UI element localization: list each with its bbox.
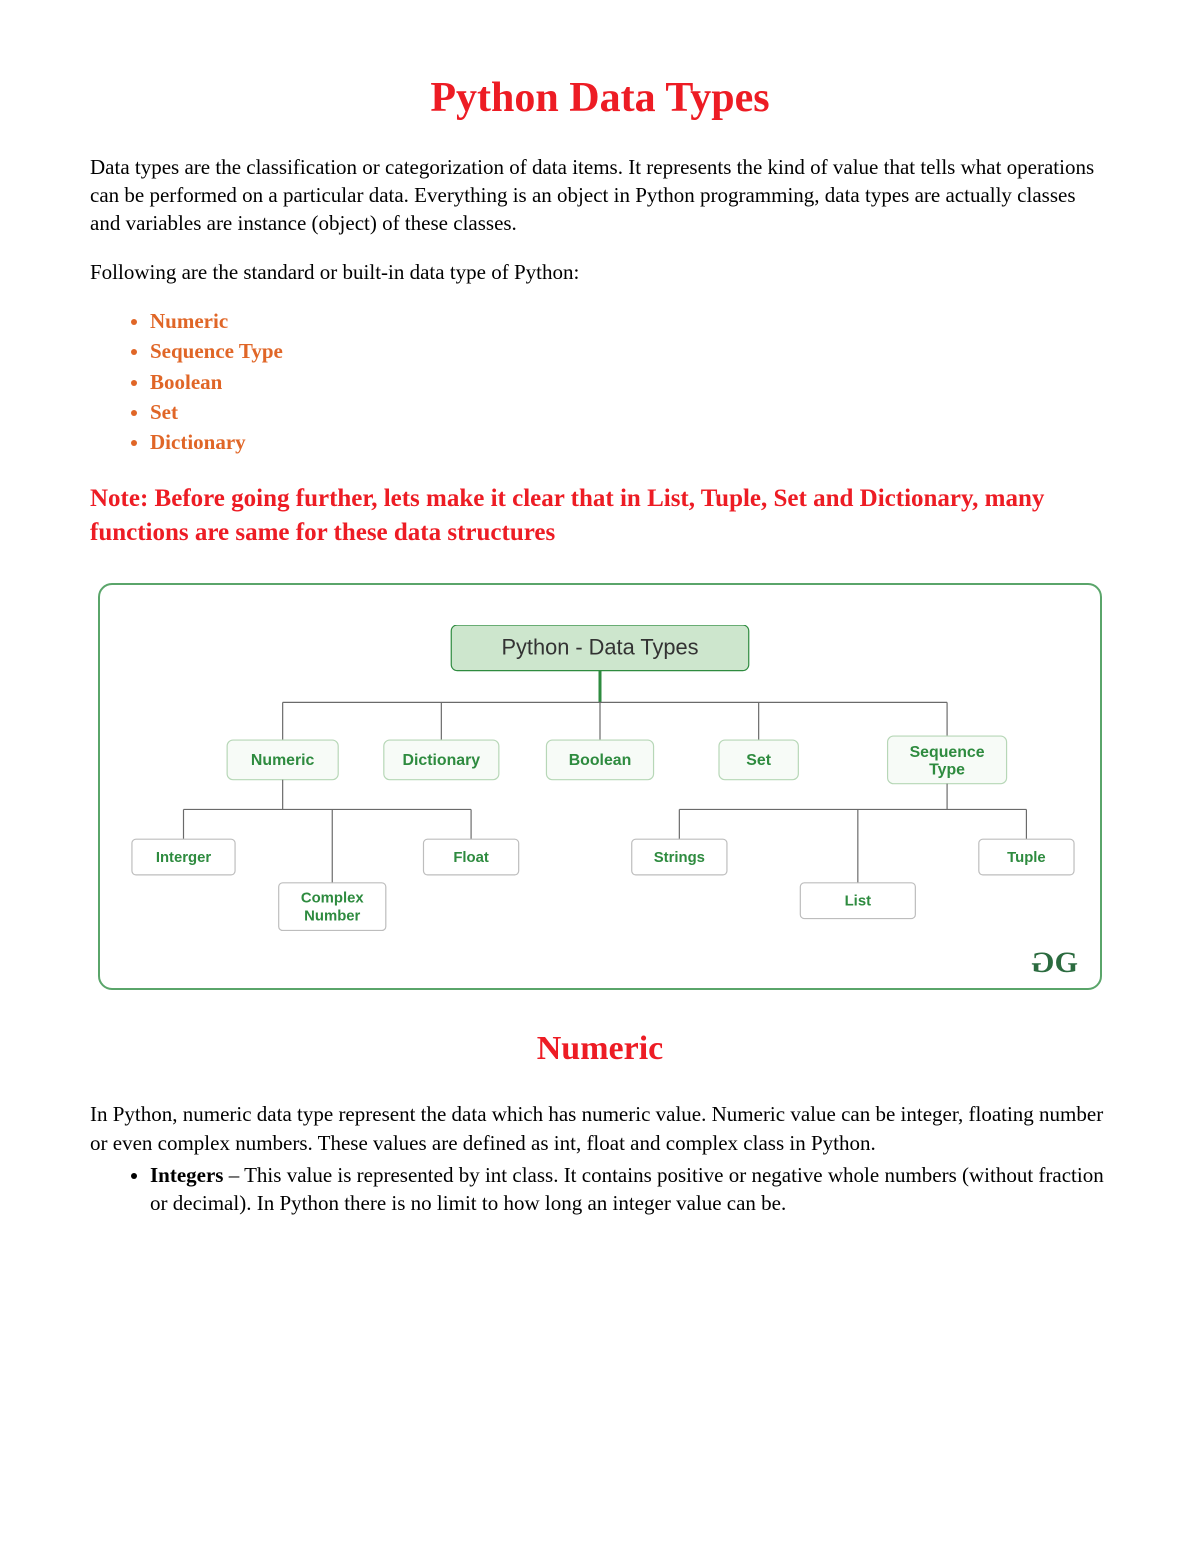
numeric-sublist: Integers – This value is represented by …: [90, 1161, 1110, 1218]
geeksforgeeks-logo: GG: [1031, 946, 1078, 980]
integers-desc: – This value is represented by int class…: [150, 1163, 1104, 1215]
numeric-paragraph: In Python, numeric data type represent t…: [90, 1100, 1110, 1157]
intro-paragraph: Data types are the classification or cat…: [90, 153, 1110, 238]
svg-text:Tuple: Tuple: [1007, 850, 1046, 866]
svg-text:Number: Number: [304, 909, 360, 925]
svg-text:Type: Type: [929, 762, 965, 779]
svg-text:List: List: [845, 894, 871, 910]
page-title: Python Data Types: [90, 70, 1110, 127]
list-item: Boolean: [150, 367, 1110, 397]
list-item: Numeric: [150, 306, 1110, 336]
svg-text:Float: Float: [453, 850, 489, 866]
numeric-heading: Numeric: [90, 1026, 1110, 1072]
svg-text:Strings: Strings: [654, 850, 705, 866]
svg-text:Dictionary: Dictionary: [403, 752, 481, 769]
svg-text:Interger: Interger: [156, 850, 212, 866]
svg-text:Set: Set: [746, 752, 771, 769]
svg-text:Sequence: Sequence: [910, 744, 985, 761]
diagram-container: Python - Data Types Numeric Dictionary B…: [98, 583, 1102, 990]
data-type-list: Numeric Sequence Type Boolean Set Dictio…: [90, 306, 1110, 458]
note-text: Note: Before going further, lets make it…: [90, 482, 1110, 550]
integers-label: Integers: [150, 1163, 223, 1187]
list-item: Sequence Type: [150, 336, 1110, 366]
list-item: Integers – This value is represented by …: [150, 1161, 1110, 1218]
svg-text:Numeric: Numeric: [251, 752, 315, 769]
svg-text:Complex: Complex: [301, 891, 364, 907]
tree-diagram: Python - Data Types Numeric Dictionary B…: [124, 625, 1076, 982]
lead-in-paragraph: Following are the standard or built-in d…: [90, 258, 1110, 286]
list-item: Dictionary: [150, 427, 1110, 457]
svg-text:Python - Data Types: Python - Data Types: [501, 635, 698, 660]
svg-text:Boolean: Boolean: [569, 752, 632, 769]
list-item: Set: [150, 397, 1110, 427]
